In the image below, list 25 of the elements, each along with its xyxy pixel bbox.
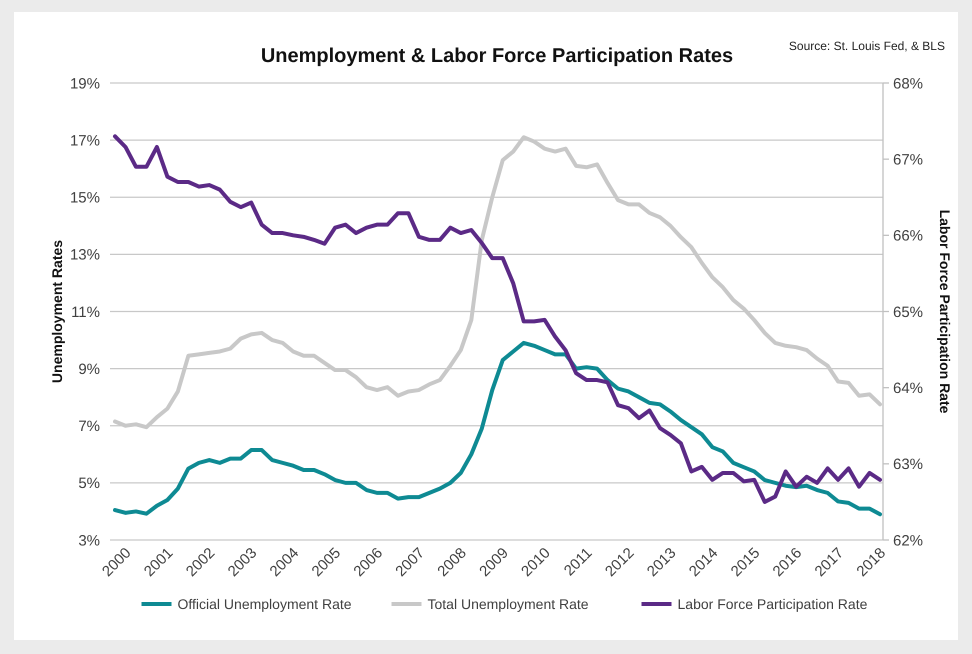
legend-label: Total Unemployment Rate	[428, 596, 589, 612]
y2-tick-label: 68%	[893, 75, 924, 92]
y-tick-label: 11%	[71, 304, 100, 321]
y2-tick-label: 67%	[893, 151, 924, 168]
source-note: Source: St. Louis Fed, & BLS	[788, 39, 945, 53]
line-series	[113, 340, 882, 516]
line-series	[113, 134, 882, 504]
y2-tick-label: 63%	[893, 456, 924, 474]
y-tick-label: 3%	[78, 532, 100, 550]
legend-label: Labor Force Participation Rate	[678, 596, 868, 612]
y-axis-title: Unemployment Rates	[49, 240, 65, 384]
y-tick-label: 19%	[70, 75, 100, 92]
y2-tick-label: 62%	[893, 532, 924, 550]
chart-title: Unemployment & Labor Force Participation Rates	[260, 45, 734, 67]
legend-label: Official Unemployment Rate	[178, 596, 352, 612]
y-tick-label: 17%	[70, 132, 100, 150]
y2-axis-title: Labor Force Participation Rate	[937, 210, 953, 414]
y2-tick-label: 64%	[893, 380, 924, 397]
y-tick-label: 15%	[70, 190, 100, 206]
y-tick-label: 7%	[78, 418, 100, 435]
y-tick-label: 13%	[70, 246, 100, 264]
y2-tick-label: 66%	[893, 228, 924, 245]
y-tick-label: 9%	[78, 360, 100, 378]
y2-tick-label: 65%	[893, 304, 924, 321]
y-tick-label: 5%	[78, 475, 100, 492]
